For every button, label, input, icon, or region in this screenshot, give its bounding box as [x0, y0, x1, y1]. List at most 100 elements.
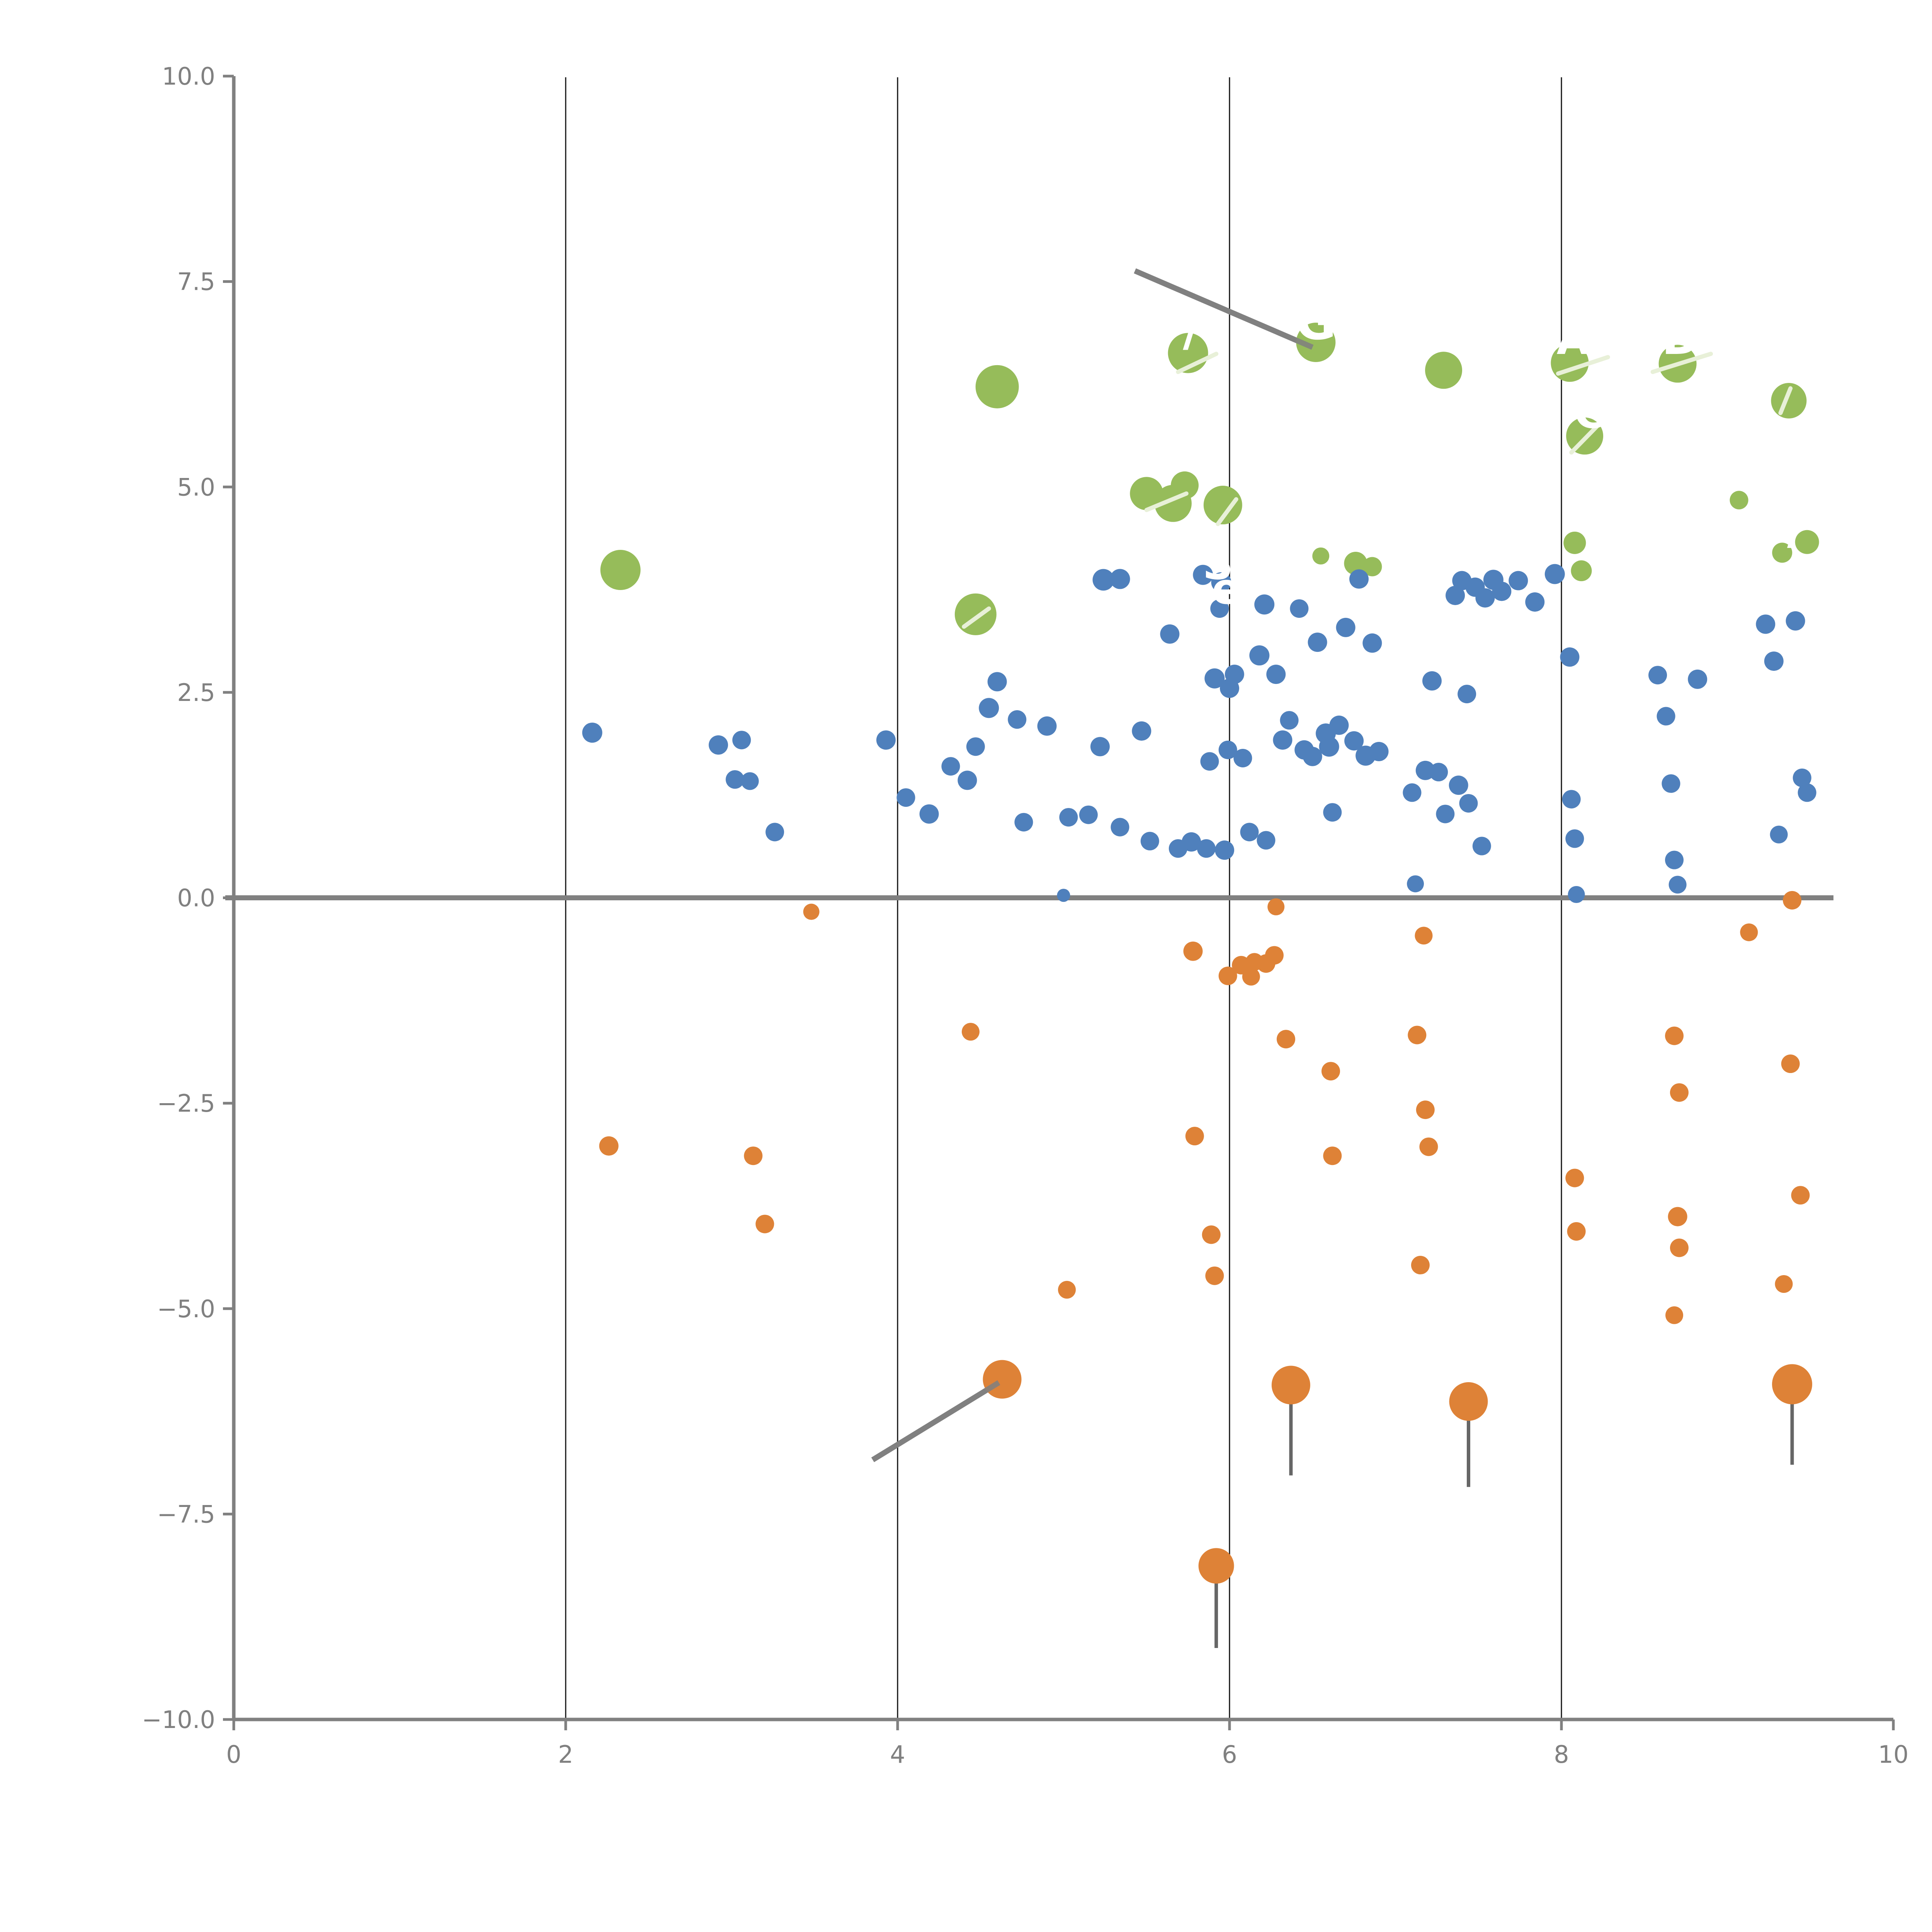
marker-blue-18[interactable] [1059, 808, 1078, 827]
marker-blue-90[interactable] [1756, 614, 1776, 634]
marker-blue-82[interactable] [1565, 829, 1584, 848]
marker-orange-12[interactable] [1218, 966, 1237, 985]
marker-blue-94[interactable] [1793, 769, 1811, 787]
marker-blue-49[interactable] [1303, 747, 1322, 766]
marker-blue-42[interactable] [1254, 594, 1275, 615]
marker-green-7[interactable] [1203, 486, 1242, 525]
marker-blue-32[interactable] [1204, 668, 1225, 689]
marker-orange-37[interactable] [1783, 891, 1802, 910]
marker-blue-87[interactable] [1665, 850, 1684, 869]
marker-blue-16[interactable] [1037, 716, 1057, 736]
marker-orange-38[interactable] [1781, 1054, 1800, 1073]
marker-orange-31[interactable] [1665, 1026, 1684, 1045]
marker-blue-3[interactable] [732, 731, 751, 750]
marker-green-0[interactable] [600, 550, 641, 590]
marker-blue-43[interactable] [1257, 831, 1276, 850]
marker-blue-91[interactable] [1764, 651, 1784, 671]
marker-blue-41[interactable] [1249, 645, 1270, 666]
marker-blue-45[interactable] [1273, 730, 1293, 750]
marker-orange-19[interactable] [1277, 1030, 1296, 1049]
marker-orange-4[interactable] [961, 1023, 980, 1041]
marker-orange-0[interactable] [599, 1136, 619, 1156]
marker-orange-5[interactable] [983, 1360, 1022, 1399]
marker-blue-36[interactable] [1218, 740, 1237, 759]
marker-orange-40[interactable] [1775, 1275, 1793, 1293]
marker-blue-53[interactable] [1323, 803, 1342, 822]
marker-orange-7[interactable] [1183, 941, 1203, 961]
marker-green-5[interactable] [1171, 471, 1199, 499]
marker-green-12[interactable] [1425, 352, 1463, 389]
marker-blue-73[interactable] [1472, 837, 1491, 855]
marker-blue-57[interactable] [1349, 569, 1369, 589]
marker-orange-22[interactable] [1323, 1146, 1342, 1165]
marker-blue-13[interactable] [987, 672, 1007, 692]
marker-blue-34[interactable] [1211, 572, 1231, 592]
marker-blue-28[interactable] [1182, 832, 1201, 852]
marker-blue-74[interactable] [1475, 588, 1495, 608]
marker-blue-12[interactable] [979, 698, 999, 718]
marker-blue-65[interactable] [1429, 763, 1448, 782]
marker-blue-70[interactable] [1458, 685, 1476, 704]
marker-orange-41[interactable] [1772, 1364, 1813, 1405]
marker-orange-1[interactable] [744, 1146, 763, 1165]
marker-blue-25[interactable] [1140, 832, 1159, 850]
marker-blue-76[interactable] [1492, 582, 1512, 601]
marker-blue-38[interactable] [1225, 665, 1244, 684]
marker-orange-20[interactable] [1271, 1366, 1310, 1405]
marker-blue-14[interactable] [1008, 710, 1027, 729]
marker-orange-36[interactable] [1740, 923, 1758, 941]
marker-blue-78[interactable] [1525, 592, 1545, 612]
marker-orange-35[interactable] [1665, 1306, 1684, 1324]
marker-blue-83[interactable] [1568, 886, 1585, 903]
marker-blue-0[interactable] [582, 723, 602, 743]
marker-blue-93[interactable] [1786, 611, 1805, 631]
marker-blue-2[interactable] [726, 770, 745, 789]
marker-orange-9[interactable] [1202, 1225, 1221, 1244]
marker-blue-40[interactable] [1240, 823, 1259, 842]
marker-blue-19[interactable] [1079, 805, 1098, 824]
marker-orange-18[interactable] [1267, 898, 1285, 915]
marker-blue-11[interactable] [966, 737, 985, 756]
marker-blue-81[interactable] [1562, 790, 1581, 809]
marker-blue-20[interactable] [1090, 737, 1110, 757]
marker-orange-21[interactable] [1321, 1062, 1340, 1081]
marker-orange-11[interactable] [1198, 1548, 1234, 1584]
marker-green-15[interactable] [1563, 531, 1586, 554]
marker-blue-30[interactable] [1197, 839, 1216, 858]
marker-blue-88[interactable] [1668, 876, 1687, 894]
marker-orange-28[interactable] [1449, 1382, 1488, 1421]
marker-blue-22[interactable] [1110, 569, 1130, 589]
marker-blue-61[interactable] [1403, 783, 1422, 802]
marker-blue-26[interactable] [1160, 624, 1180, 644]
marker-green-1[interactable] [954, 593, 997, 635]
marker-blue-6[interactable] [876, 730, 896, 750]
marker-blue-84[interactable] [1648, 666, 1667, 685]
marker-orange-24[interactable] [1415, 927, 1433, 945]
marker-green-8[interactable] [1296, 322, 1336, 362]
marker-blue-15[interactable] [1014, 813, 1033, 832]
marker-blue-39[interactable] [1233, 748, 1252, 767]
marker-green-10[interactable] [1312, 547, 1330, 565]
marker-orange-23[interactable] [1408, 1026, 1427, 1044]
marker-blue-60[interactable] [1369, 742, 1389, 761]
marker-green-20[interactable] [1795, 530, 1819, 554]
marker-green-16[interactable] [1571, 560, 1592, 582]
marker-blue-46[interactable] [1280, 711, 1299, 730]
marker-orange-34[interactable] [1670, 1238, 1689, 1257]
marker-blue-50[interactable] [1308, 633, 1327, 652]
marker-blue-1[interactable] [709, 735, 728, 755]
marker-orange-26[interactable] [1419, 1137, 1438, 1156]
marker-green-9[interactable] [1344, 552, 1367, 575]
marker-blue-66[interactable] [1436, 804, 1455, 823]
marker-orange-14[interactable] [1242, 968, 1260, 986]
marker-orange-27[interactable] [1411, 1256, 1430, 1275]
marker-orange-8[interactable] [1185, 1127, 1204, 1146]
marker-blue-9[interactable] [941, 757, 960, 776]
marker-blue-21[interactable] [1092, 569, 1114, 591]
marker-orange-39[interactable] [1791, 1186, 1810, 1205]
marker-blue-17[interactable] [1057, 889, 1070, 902]
marker-blue-68[interactable] [1449, 776, 1468, 795]
marker-blue-8[interactable] [919, 804, 939, 824]
marker-blue-7[interactable] [896, 788, 915, 807]
marker-blue-33[interactable] [1210, 599, 1229, 618]
